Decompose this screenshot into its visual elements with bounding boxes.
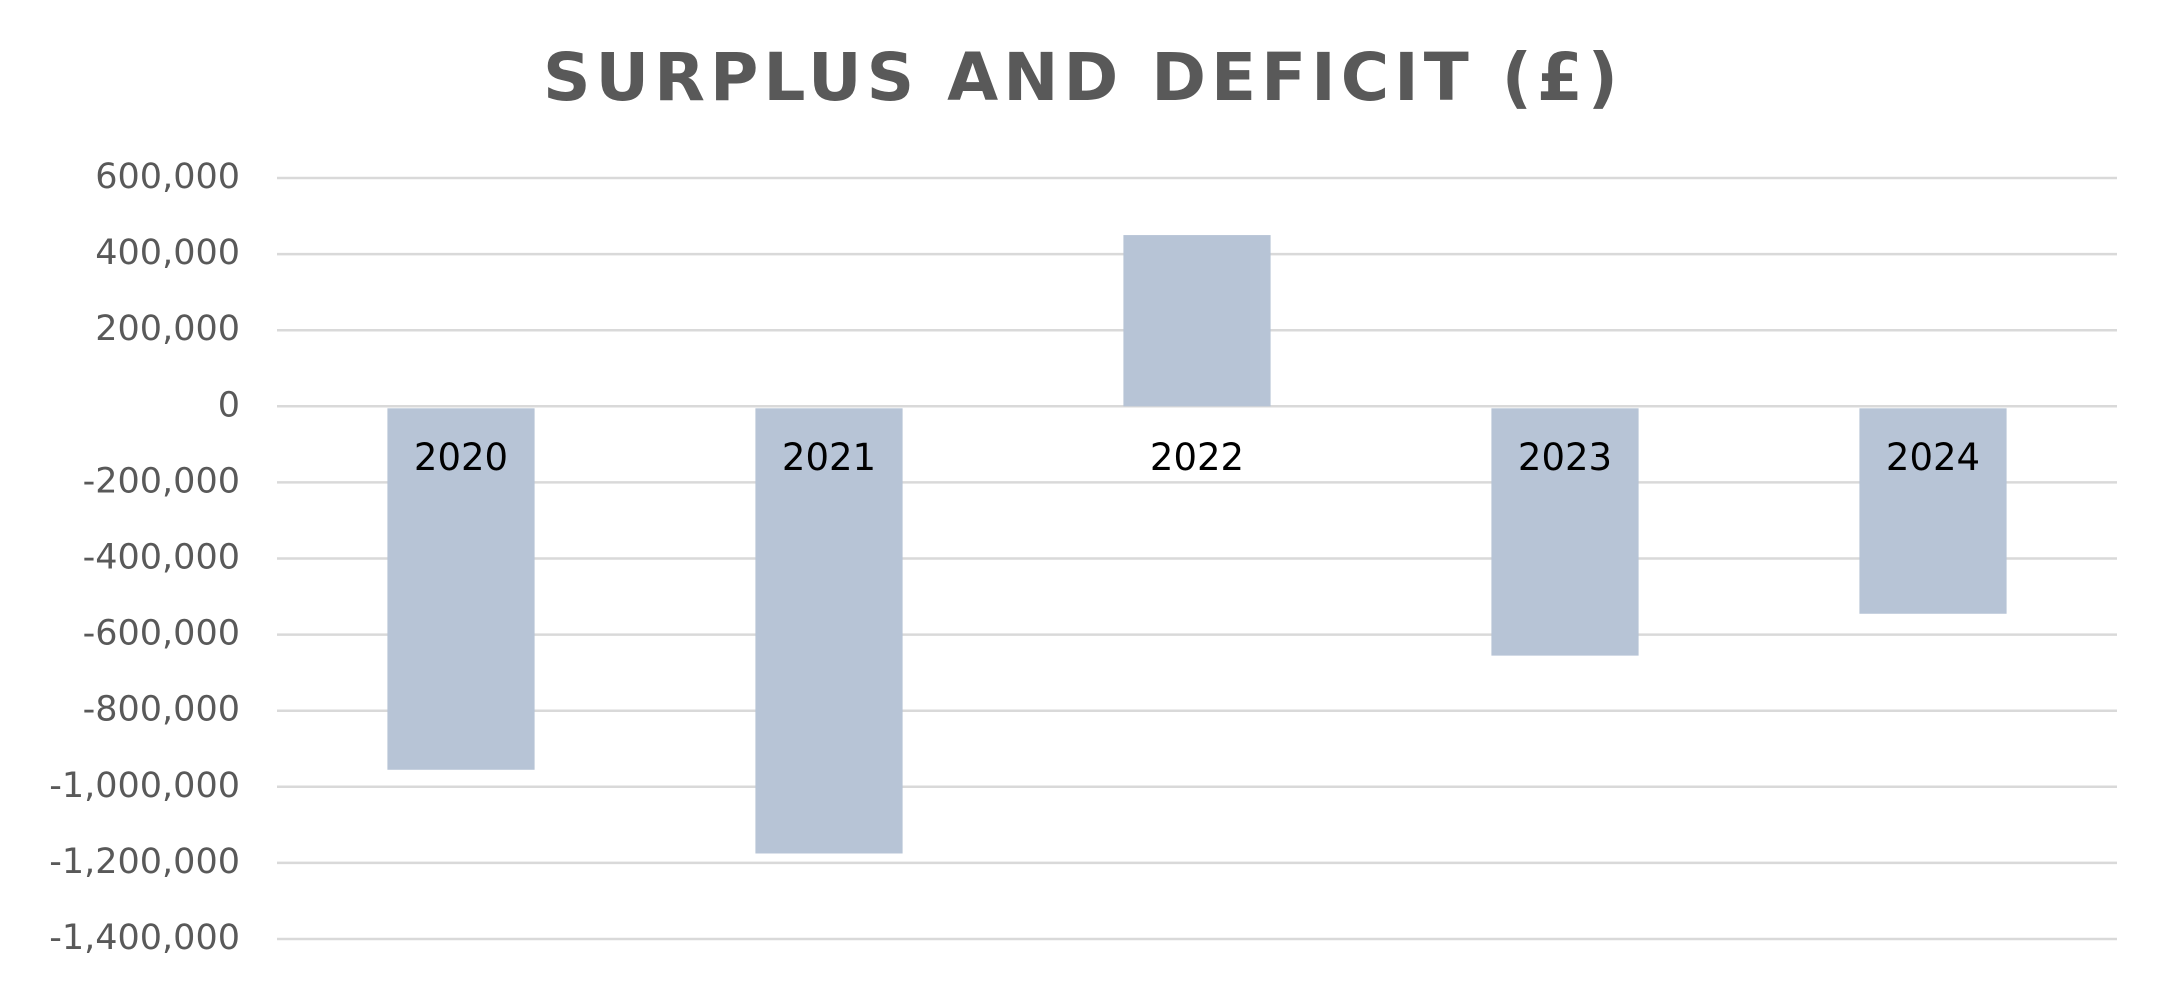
y-tick-label: -400,000	[83, 538, 240, 578]
x-tick-label: 2024	[1886, 436, 1980, 479]
y-tick-label: -200,000	[83, 461, 240, 501]
y-tick-label: 600,000	[95, 157, 240, 197]
x-tick-label: 2023	[1518, 436, 1612, 479]
bar	[387, 408, 535, 770]
bar	[755, 408, 903, 854]
y-tick-label: -600,000	[83, 614, 240, 654]
x-tick-label: 2020	[414, 436, 508, 479]
y-tick-label: 200,000	[95, 309, 240, 349]
x-tick-label: 2022	[1150, 436, 1244, 479]
x-tick-label: 2021	[782, 436, 876, 479]
bar	[1491, 408, 1639, 656]
bar	[1123, 235, 1271, 407]
y-tick-label: -800,000	[83, 690, 240, 730]
y-tick-label: -1,000,000	[49, 766, 240, 806]
y-tick-label: 0	[218, 385, 240, 425]
y-tick-label: 400,000	[95, 233, 240, 273]
y-tick-label: -1,400,000	[49, 918, 240, 958]
chart-title: SURPLUS AND DEFICIT (£)	[543, 39, 1623, 116]
bar	[1859, 408, 2007, 614]
y-tick-label: -1,200,000	[49, 842, 240, 882]
